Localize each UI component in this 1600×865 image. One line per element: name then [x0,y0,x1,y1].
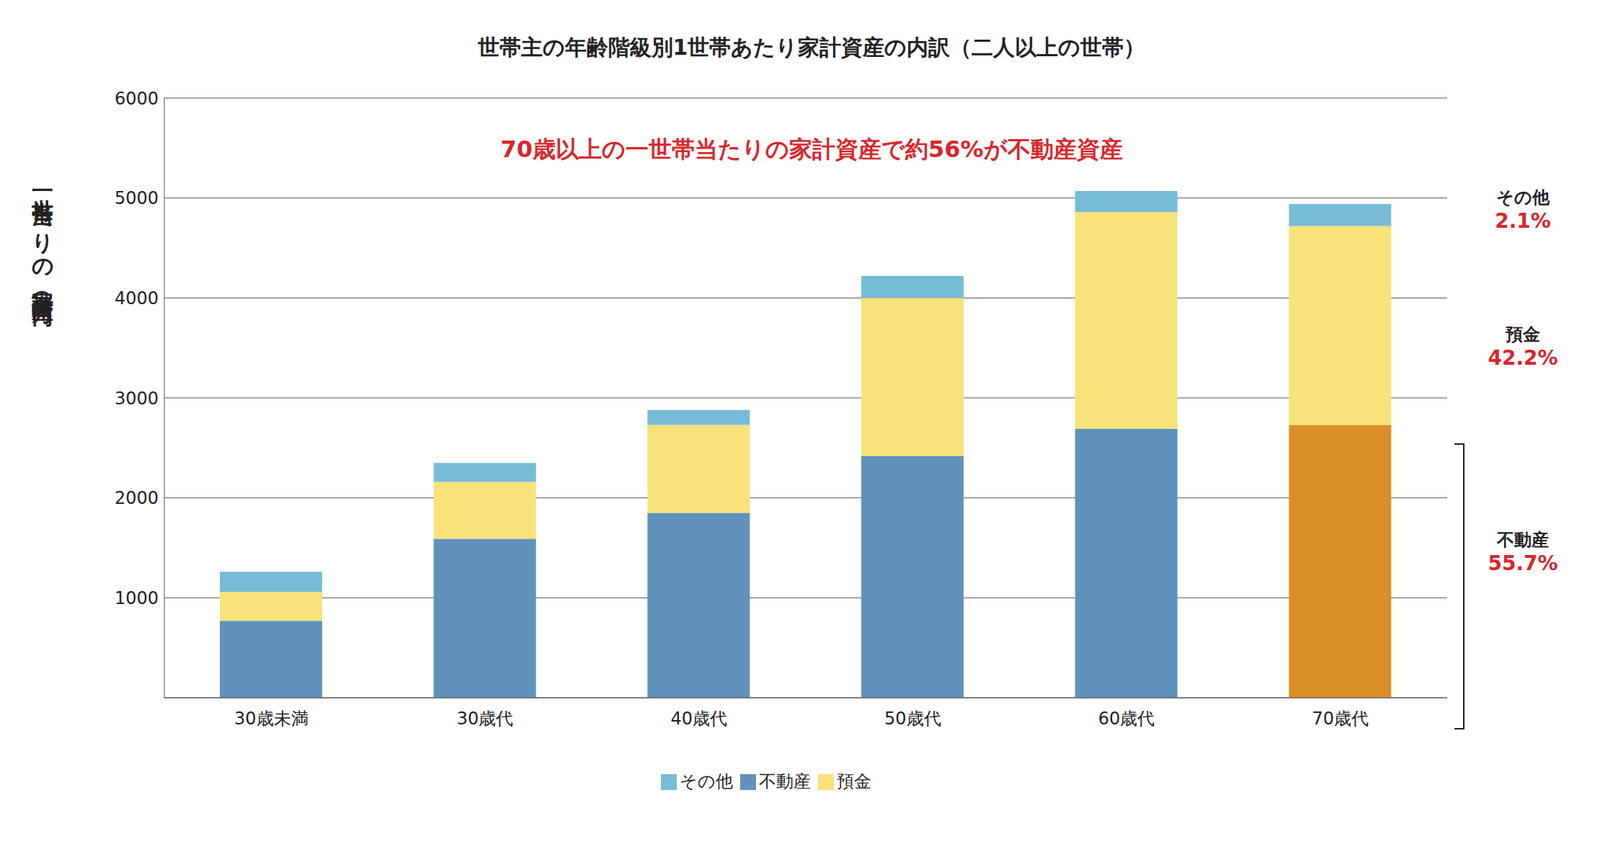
html-text:その他: その他 [679,771,733,792]
svg-text:50歳代: 50歳代 [884,708,942,729]
svg-text:30歳未満: 30歳未満 [234,708,309,729]
svg-text:70歳代: 70歳代 [1311,708,1369,729]
html-text:不動産: 不動産 [758,771,811,792]
svg-text:40歳代: 40歳代 [670,708,728,729]
html-text:55.7%: 55.7% [1487,551,1558,576]
svg-text:3000: 3000 [114,388,159,409]
html-text:42.2%: 42.2% [1487,345,1558,370]
html-text:一世帯当たりの家計資産（万円）: 一世帯当たりの家計資産（万円） [30,178,56,296]
svg-text:6000: 6000 [114,88,159,109]
svg-text:1000: 1000 [114,588,159,609]
html-text:70歳以上の一世帯当たりの家計資産で約56%が不動産資産: 70歳以上の一世帯当たりの家計資産で約56%が不動産資産 [500,135,1123,163]
svg-text:30歳代: 30歳代 [456,708,514,729]
svg-text:5000: 5000 [114,188,159,209]
svg-text:60歳代: 60歳代 [1098,708,1156,729]
svg-text:2000: 2000 [114,487,159,509]
html-text:2.1%: 2.1% [1494,209,1551,233]
svg-text:4000: 4000 [114,288,159,309]
html-text:預金: 預金 [1505,324,1541,345]
html-text:不動産: 不動産 [1496,529,1549,550]
html-text:世帯主の年齢階級別1世帯あたり家計資産の内訳（二人以上の世帯: 世帯主の年齢階級別1世帯あたり家計資産の内訳（二人以上の世帯） [477,34,1146,60]
html-text:預金: 預金 [836,771,872,792]
html-text:その他: その他 [1496,187,1550,208]
